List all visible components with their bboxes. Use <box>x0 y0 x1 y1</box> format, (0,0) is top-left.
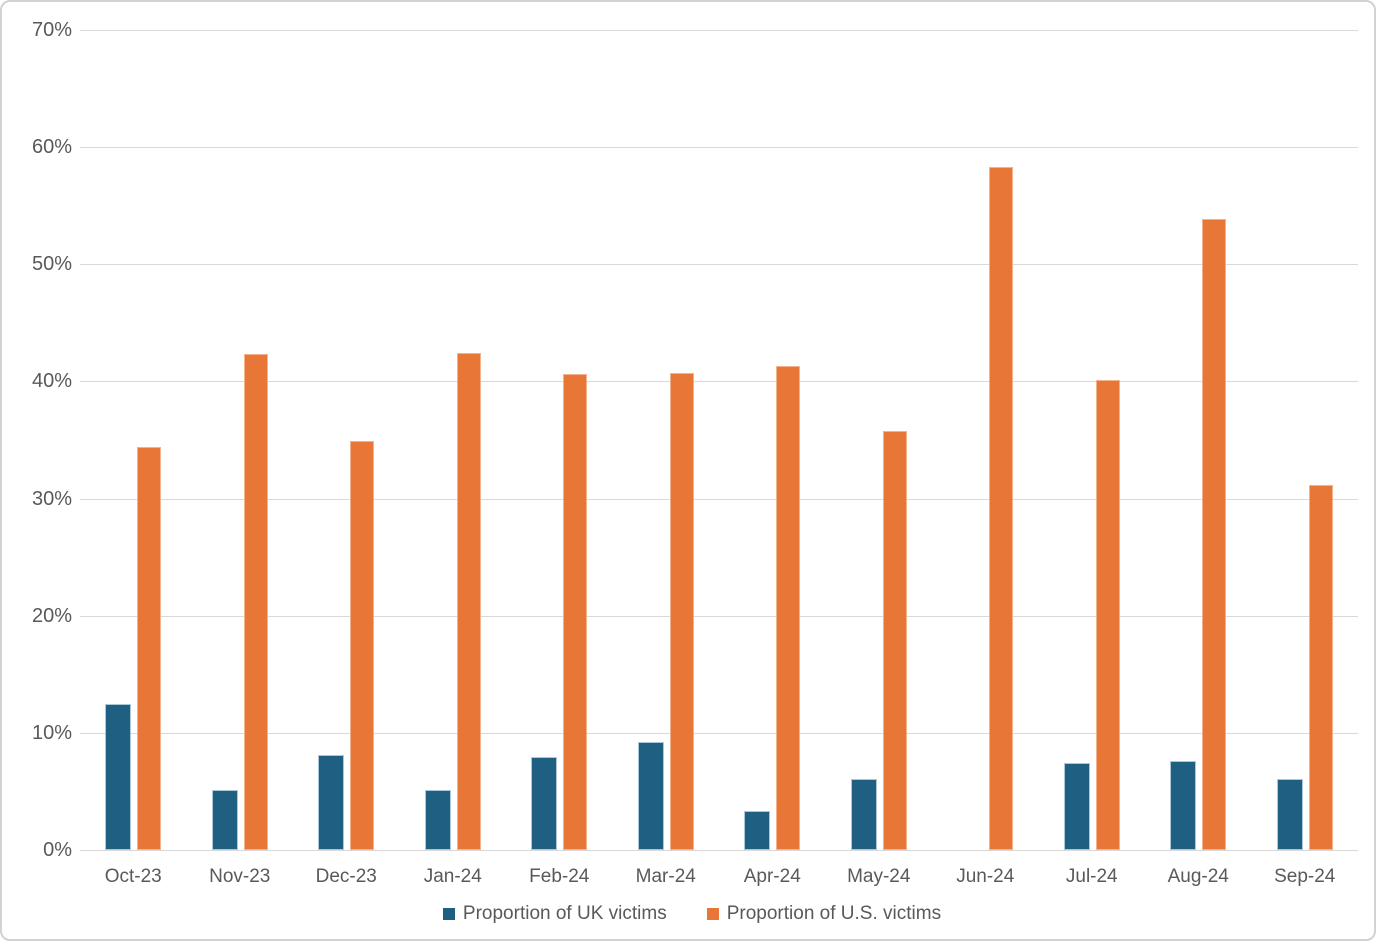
gridline <box>80 615 1358 617</box>
bar-uk-victims <box>211 790 238 850</box>
bar-uk-victims <box>424 790 451 850</box>
x-tick-label: Nov-23 <box>209 866 271 887</box>
x-tick-label: Apr-24 <box>743 866 801 887</box>
x-tick-label: Jun-24 <box>956 866 1015 887</box>
y-tick-label: 10% <box>31 721 72 744</box>
bar-us-victims <box>456 353 481 850</box>
y-tick-label: 60% <box>31 136 72 159</box>
y-tick-label: 30% <box>31 487 72 510</box>
bar-uk-victims <box>1276 778 1303 850</box>
y-tick-label: 20% <box>31 604 72 627</box>
x-tick-label: Jul-24 <box>1065 866 1118 887</box>
legend: Proportion of UK victims Proportion of U.… <box>2 903 1374 925</box>
x-tick-label: Dec-23 <box>315 866 377 887</box>
bar-uk-victims <box>850 778 877 850</box>
gridline <box>80 381 1358 383</box>
y-tick-label: 70% <box>31 19 72 41</box>
legend-item-us: Proportion of U.S. victims <box>706 903 942 925</box>
x-tick-label: Mar-24 <box>635 866 696 887</box>
gridline <box>80 498 1358 500</box>
bar-uk-victims <box>105 703 132 850</box>
bar-uk-victims <box>531 757 558 850</box>
legend-label: Proportion of U.S. victims <box>726 903 942 924</box>
x-tick-label: Feb-24 <box>529 866 590 887</box>
bar-us-victims <box>882 430 907 850</box>
gridline <box>80 147 1358 149</box>
legend-swatch-uk <box>442 908 455 920</box>
bar-us-victims <box>669 373 694 850</box>
legend-item-uk: Proportion of UK victims <box>442 903 667 925</box>
bar-us-victims <box>989 167 1014 850</box>
gridline <box>80 30 1358 31</box>
legend-swatch-us <box>706 908 719 920</box>
x-tick-label: May-24 <box>847 866 911 887</box>
x-tick-label: Jan-24 <box>423 866 482 887</box>
bar-us-victims <box>350 441 375 850</box>
bar-uk-victims <box>1170 760 1197 850</box>
y-tick-label: 50% <box>31 253 72 276</box>
y-tick-label: 40% <box>31 370 72 393</box>
gridline <box>80 264 1358 266</box>
x-tick-label: Aug-24 <box>1167 866 1229 887</box>
x-tick-label: Oct-23 <box>104 866 162 887</box>
bar-us-victims <box>243 354 268 850</box>
x-tick-label: Sep-24 <box>1274 866 1336 887</box>
bar-us-victims <box>137 447 162 850</box>
bar-us-victims <box>1095 380 1120 850</box>
bar-us-victims <box>1202 218 1227 850</box>
gridline <box>80 732 1358 734</box>
legend-label: Proportion of UK victims <box>462 903 667 924</box>
bar-us-victims <box>563 374 588 850</box>
bar-uk-victims <box>637 742 664 850</box>
bar-uk-victims <box>1063 763 1090 850</box>
bar-uk-victims <box>318 755 345 850</box>
bar-us-victims <box>776 366 801 850</box>
bar-uk-victims <box>744 811 771 850</box>
y-tick-label: 0% <box>43 839 72 861</box>
bar-us-victims <box>1308 484 1333 850</box>
gridline <box>80 850 1358 851</box>
